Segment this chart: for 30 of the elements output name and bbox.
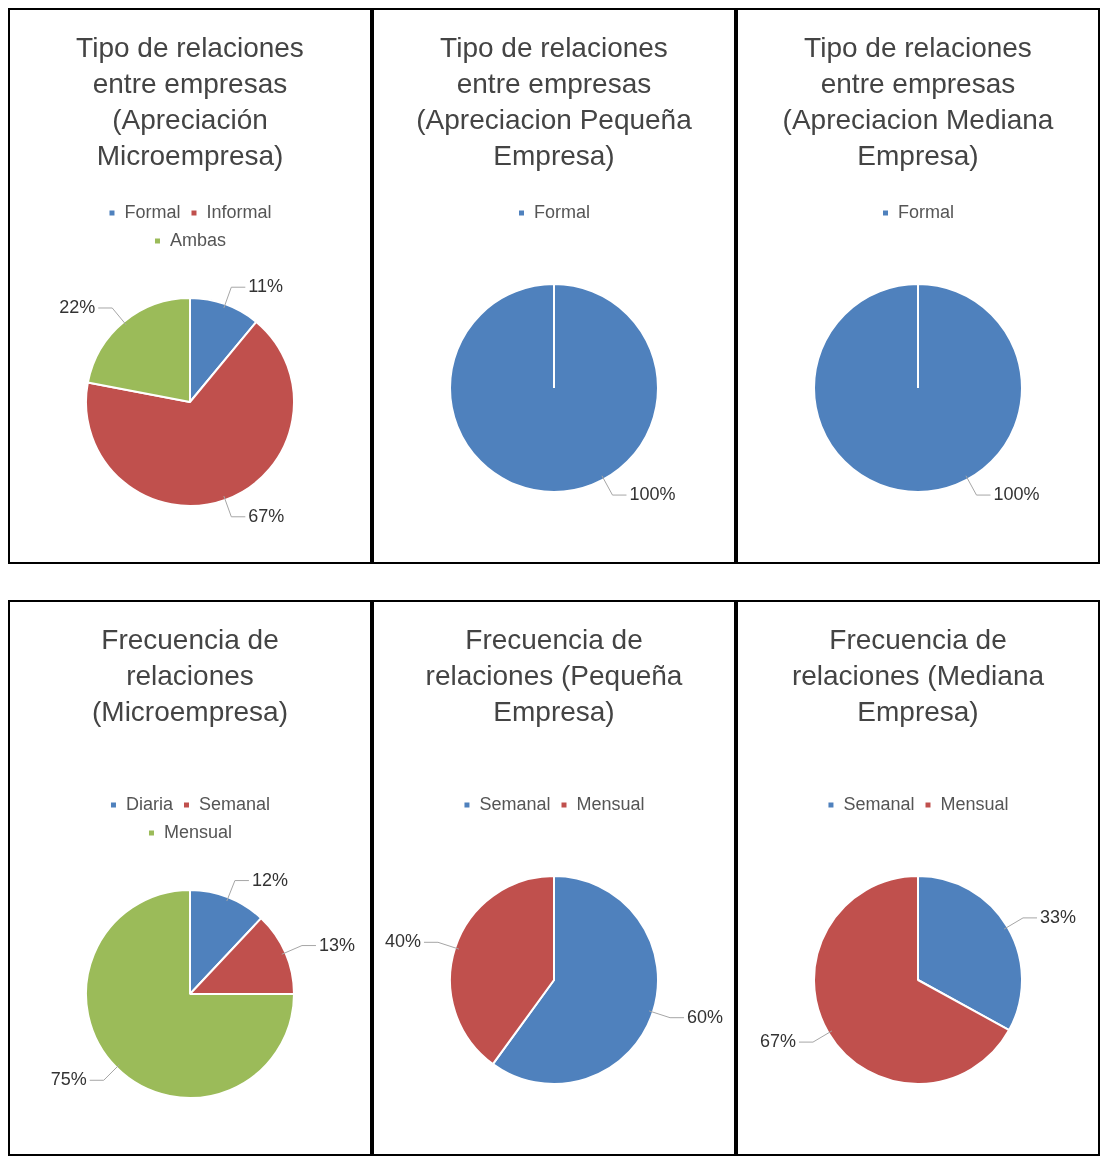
chart-title: Frecuencia de relaciones (Pequeña Empresa) <box>424 623 684 729</box>
data-label: 60% <box>687 1006 724 1027</box>
legend-label: Formal <box>124 201 181 222</box>
legend-label: Mensual <box>576 793 645 814</box>
chart-title: Tipo de relaciones entre empresas (Apreciacion Mediana Empresa) <box>781 31 1055 173</box>
data-label: 75% <box>50 1069 87 1090</box>
legend-label: Formal <box>534 201 591 222</box>
data-label: 11% <box>248 276 284 297</box>
legend-label: Mensual <box>163 821 233 842</box>
legend-label: Mensual <box>940 793 1009 814</box>
chart-title: Frecuencia de relaciones (Mediana Empresa) <box>790 623 1046 729</box>
chart-title: Tipo de relaciones entre empresas (Apreciacion Pequeña Empresa) <box>415 31 693 173</box>
legend-label: Semanal <box>843 793 915 814</box>
legend-label: Diaria <box>125 793 174 814</box>
chart-title: Tipo de relaciones entre empresas (Apreciación Microempresa) <box>75 31 305 173</box>
legend-label: Semanal <box>479 793 551 814</box>
data-label: 12% <box>251 869 288 890</box>
legend-label: Semanal <box>198 793 271 814</box>
data-label: 67% <box>248 505 285 526</box>
data-label: 22% <box>59 296 96 317</box>
data-label: 40% <box>384 931 421 952</box>
data-label: 100% <box>629 484 676 505</box>
data-label: 33% <box>1040 906 1077 927</box>
legend-label: Informal <box>206 201 272 222</box>
data-label: 100% <box>993 484 1040 505</box>
data-label: 67% <box>759 1031 796 1052</box>
data-label: 13% <box>318 934 355 955</box>
chart-title: Frecuencia de relaciones (Microempresa) <box>91 623 289 729</box>
legend-label: Formal <box>898 201 955 222</box>
legend-label: Ambas <box>169 229 227 250</box>
